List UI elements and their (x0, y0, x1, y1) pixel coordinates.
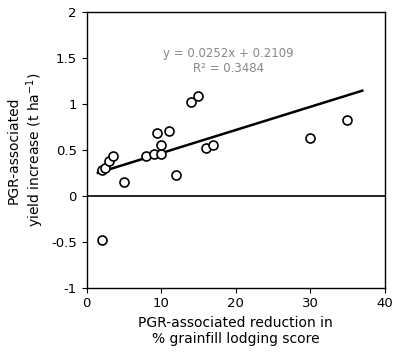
Point (173, 173, 179, 178)
Point (195, 94, 202, 99)
Point (121, 179, 127, 185)
Point (143, 153, 150, 159)
Y-axis label: PGR-associated
yield increase (t ha$^{-1}$): PGR-associated yield increase (t ha$^{-1… (7, 72, 46, 227)
Point (158, 142, 164, 148)
Point (98, 167, 105, 173)
Point (158, 151, 164, 157)
Point (307, 135, 313, 140)
Point (203, 145, 209, 151)
Point (210, 142, 216, 148)
X-axis label: PGR-associated reduction in
% grainfill lodging score: PGR-associated reduction in % grainfill … (138, 316, 333, 346)
Text: y = 0.0252x + 0.2109
R² = 0.3484: y = 0.0252x + 0.2109 R² = 0.3484 (163, 47, 294, 75)
Point (110, 153, 116, 159)
Point (106, 158, 112, 163)
Point (154, 130, 161, 136)
Point (188, 99, 194, 105)
Point (166, 128, 172, 134)
Point (98, 237, 105, 243)
Point (102, 165, 108, 171)
Point (344, 118, 351, 123)
Point (150, 151, 157, 157)
